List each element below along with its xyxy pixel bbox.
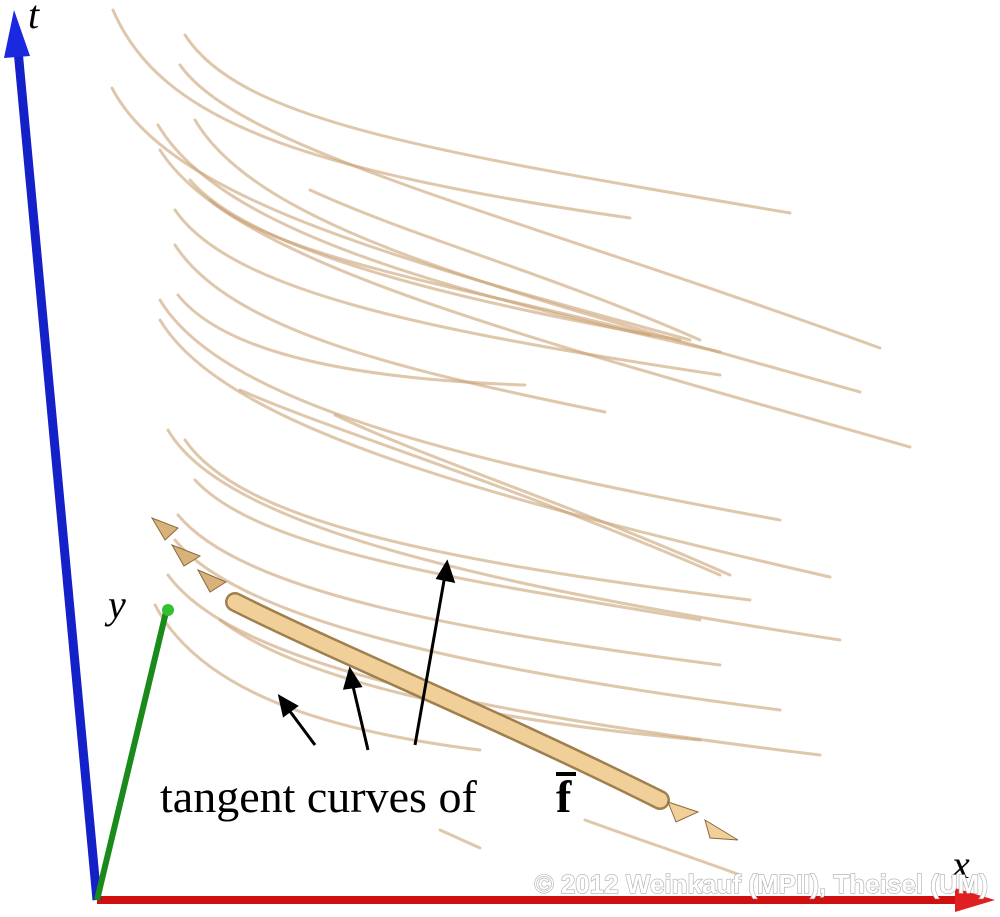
axes (4, 10, 995, 912)
t-axis-label: t (28, 0, 40, 37)
copyright: © 2012 Weinkauf (MPII), Theisel (UM) (534, 869, 988, 899)
pointer-arrows (277, 559, 456, 751)
annotation-symbol: f (556, 771, 572, 822)
annotation-label: tangent curves of (160, 771, 477, 822)
x-axis-label: x (951, 842, 970, 887)
tangent-curves (110, 8, 912, 877)
highlighted-curve (150, 517, 739, 841)
y-axis-label: y (104, 582, 126, 627)
